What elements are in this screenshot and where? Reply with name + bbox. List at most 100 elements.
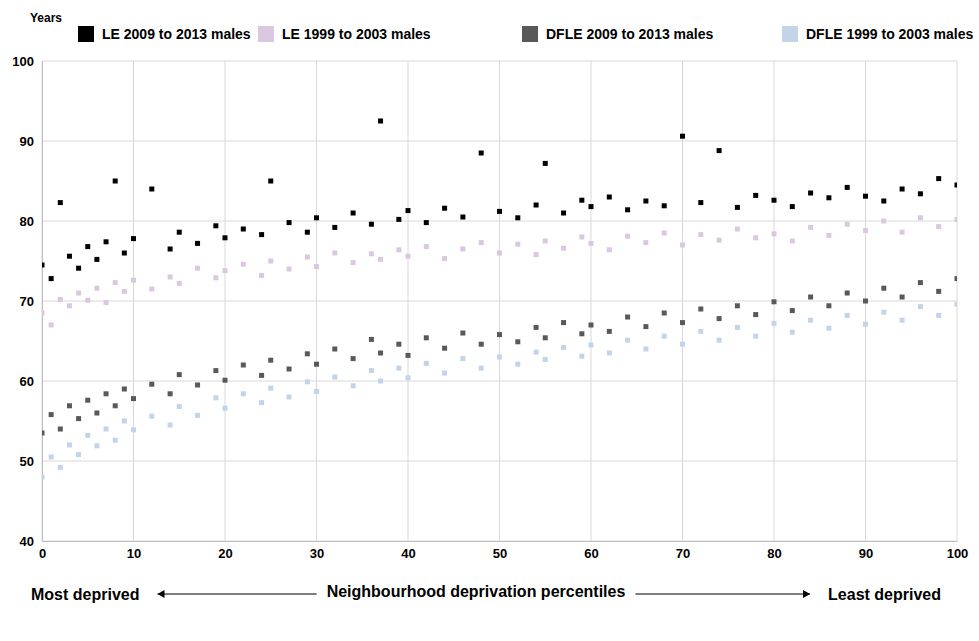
point: [662, 203, 667, 208]
point: [735, 205, 740, 210]
point: [131, 427, 136, 432]
point: [479, 342, 484, 347]
point: [479, 240, 484, 245]
point: [94, 257, 99, 262]
point: [717, 148, 722, 153]
y-axis: 405060708090100: [12, 54, 42, 549]
point: [58, 200, 63, 205]
point: [76, 291, 81, 296]
point: [85, 244, 90, 249]
point: [936, 224, 941, 229]
point: [845, 313, 850, 318]
point: [378, 379, 383, 384]
legend-swatch: [78, 26, 94, 42]
point: [607, 247, 612, 252]
point: [936, 289, 941, 294]
point: [223, 268, 228, 273]
point: [561, 246, 566, 251]
point: [406, 208, 411, 213]
series: [42, 119, 957, 282]
y-axis-line: [42, 62, 43, 542]
point: [49, 455, 54, 460]
point: [332, 225, 337, 230]
point: [58, 297, 63, 302]
point: [936, 176, 941, 181]
legend-label: LE 2009 to 2013 males: [102, 26, 251, 42]
point: [543, 239, 548, 244]
x-tick-label: 0: [39, 546, 46, 561]
point: [589, 343, 594, 348]
point: [49, 412, 54, 417]
point: [241, 227, 246, 232]
point: [378, 257, 383, 262]
point: [561, 211, 566, 216]
point: [369, 368, 374, 373]
point: [195, 413, 200, 418]
point: [680, 243, 685, 248]
chart: 0102030405060708090100405060708090100Yea…: [0, 0, 979, 641]
point: [607, 195, 612, 200]
point: [680, 342, 685, 347]
point: [845, 185, 850, 190]
point: [534, 350, 539, 355]
y-tick: 50: [20, 454, 42, 469]
x-tick: 30: [310, 541, 324, 561]
legend-swatch: [522, 26, 538, 42]
point: [424, 244, 429, 249]
legend-item: DFLE 2009 to 2013 males: [522, 26, 714, 42]
y-tick-label: 70: [20, 294, 34, 309]
point: [287, 395, 292, 400]
x-tick: 0: [39, 541, 46, 561]
legend-swatch: [782, 26, 798, 42]
point: [223, 378, 228, 383]
point: [332, 375, 337, 380]
point: [515, 339, 520, 344]
point: [460, 356, 465, 361]
point: [67, 443, 72, 448]
point: [67, 403, 72, 408]
point: [698, 329, 703, 334]
point: [42, 475, 45, 480]
point: [515, 242, 520, 247]
y-axis-title: Years: [30, 11, 62, 25]
x-tick-label: 50: [493, 546, 507, 561]
point: [76, 452, 81, 457]
point: [314, 362, 319, 367]
point: [131, 396, 136, 401]
point: [845, 291, 850, 296]
x-tick: 20: [218, 541, 232, 561]
x-axis-title: Neighbourhood deprivation percentiles: [327, 583, 626, 600]
point: [625, 315, 630, 320]
point: [168, 423, 173, 428]
point: [497, 251, 502, 256]
series: [42, 215, 957, 327]
point: [259, 273, 264, 278]
point: [460, 247, 465, 252]
point: [607, 329, 612, 334]
point: [460, 331, 465, 336]
point: [177, 230, 182, 235]
point: [772, 198, 777, 203]
point: [955, 217, 958, 222]
point: [936, 313, 941, 318]
point: [589, 204, 594, 209]
point: [259, 400, 264, 405]
x-tick: 100: [947, 541, 969, 561]
point: [268, 259, 273, 264]
point: [396, 342, 401, 347]
point: [900, 295, 905, 300]
point: [790, 204, 795, 209]
y-tick-label: 40: [20, 534, 34, 549]
point: [918, 215, 923, 220]
point: [351, 260, 356, 265]
x-axis-line: [43, 541, 958, 542]
grid-line-y: [42, 61, 957, 62]
point: [735, 303, 740, 308]
point: [772, 231, 777, 236]
point: [863, 322, 868, 327]
point: [58, 465, 63, 470]
point: [131, 236, 136, 241]
y-tick: 90: [20, 134, 42, 149]
arrow-line: [157, 593, 316, 594]
point: [881, 199, 886, 204]
